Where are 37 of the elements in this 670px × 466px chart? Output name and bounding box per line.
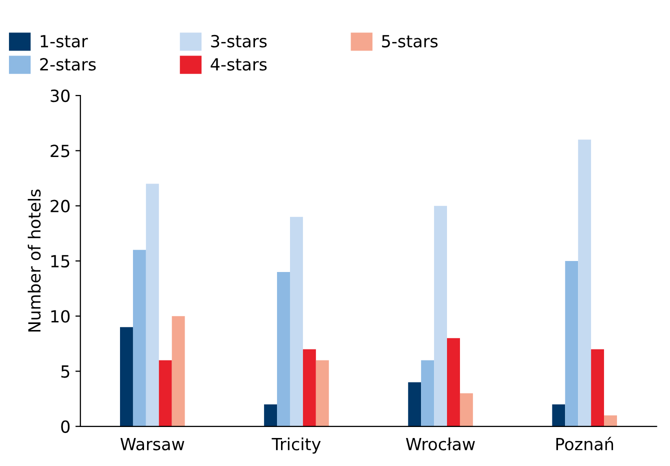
bar: [408, 382, 422, 426]
y-tick-label: 10: [51, 310, 70, 323]
bar: [120, 327, 133, 426]
bar: [146, 184, 159, 426]
x-tick-label: Poznań: [556, 436, 614, 450]
bar: [316, 360, 329, 426]
bar: [172, 316, 185, 426]
x-tick-label: Warsaw: [120, 438, 184, 450]
bar: [552, 404, 566, 426]
bar: [578, 140, 592, 426]
legend-label: 1-star: [40, 35, 88, 48]
bar: [264, 404, 278, 426]
bar: [434, 206, 448, 426]
y-tick-label: 15: [51, 255, 70, 268]
x-tick-label: Tricity: [272, 438, 321, 454]
bar: [591, 349, 604, 426]
y-axis-title: Number of hotels: [28, 190, 41, 332]
bar: [447, 338, 460, 426]
bar: [290, 216, 303, 426]
legend-label: 2-stars: [40, 58, 96, 71]
y-tick-label: 20: [50, 200, 70, 212]
bar: [302, 349, 316, 426]
x-tick-label: Wrocław: [406, 438, 475, 450]
y-tick-label: 30: [50, 89, 70, 102]
bar: [565, 260, 578, 426]
bar: [158, 360, 172, 426]
y-tick-label: 25: [50, 144, 70, 158]
bar: [604, 415, 617, 426]
bar: [421, 360, 434, 426]
y-tick-label: 5: [61, 365, 70, 378]
bar: [460, 393, 473, 426]
bar: [277, 272, 290, 426]
y-tick-label: 0: [61, 420, 70, 433]
legend-label: 3-stars: [211, 34, 267, 48]
legend-label: 5-stars: [382, 35, 438, 48]
bar: [132, 250, 146, 426]
legend-label: 4-stars: [210, 58, 267, 71]
